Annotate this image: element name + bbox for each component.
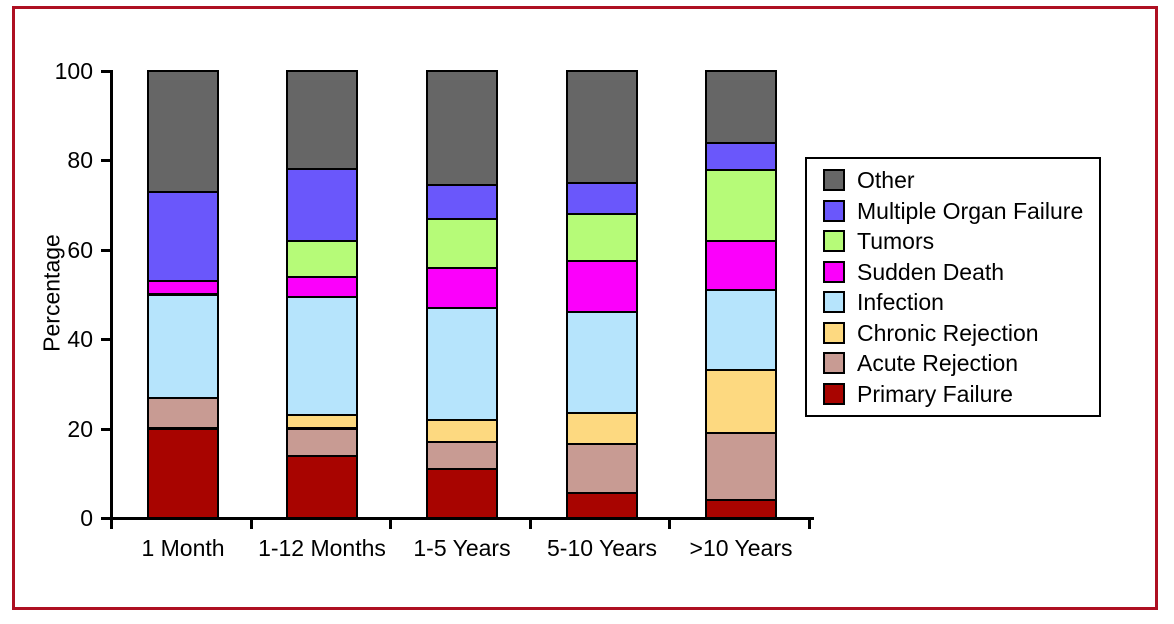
bar-segment-tumors: [426, 218, 498, 269]
bar-segment-primary-failure: [566, 492, 638, 519]
bar-segment-infection: [147, 294, 219, 399]
legend-label: Chronic Rejection: [857, 319, 1039, 346]
legend-swatch-primary-failure: [823, 382, 845, 405]
bar-segment-infection: [705, 289, 777, 371]
legend-item: Primary Failure: [823, 381, 1093, 407]
bar-segment-infection: [286, 296, 358, 416]
bar-segment-other: [147, 70, 219, 193]
bar-segment-acute-rejection: [705, 432, 777, 501]
legend-swatch-other: [823, 169, 845, 192]
legend-label: Acute Rejection: [857, 350, 1019, 377]
y-tick: [101, 517, 110, 520]
bar-segment-acute-rejection: [426, 441, 498, 470]
bar-segment-chronic-rejection: [286, 414, 358, 429]
y-tick: [101, 249, 110, 252]
bar-segment-other: [705, 70, 777, 144]
bar-segment-primary-failure: [147, 428, 219, 519]
legend-swatch-acute-rejection: [823, 352, 845, 375]
bar-segment-infection: [426, 307, 498, 421]
bar-segment-sudden-death: [426, 267, 498, 309]
x-category-label: 1-12 Months: [258, 535, 386, 561]
x-category-label: >10 Years: [689, 535, 793, 561]
x-category-label: 1-5 Years: [413, 535, 511, 561]
legend-item: Other: [823, 167, 1093, 193]
legend-label: Multiple Organ Failure: [857, 197, 1084, 224]
bar-segment-primary-failure: [426, 468, 498, 519]
y-tick-label: 20: [67, 416, 93, 442]
legend-swatch-sudden-death: [823, 260, 845, 283]
bar-segment-multiple-organ-failure: [705, 142, 777, 171]
bar-segment-acute-rejection: [286, 428, 358, 457]
x-tick: [250, 520, 253, 529]
x-tick: [668, 520, 671, 529]
bar-segment-primary-failure: [705, 499, 777, 519]
legend-swatch-multiple-organ-failure: [823, 199, 845, 222]
bar-segment-acute-rejection: [566, 443, 638, 494]
y-tick-label: 0: [80, 505, 93, 531]
y-tick-label: 60: [67, 237, 93, 263]
legend-item: Sudden Death: [823, 259, 1093, 285]
bar-segment-other: [286, 70, 358, 170]
legend-item: Infection: [823, 289, 1093, 315]
y-tick: [101, 159, 110, 162]
y-tick-label: 100: [54, 58, 93, 84]
bar-segment-sudden-death: [566, 260, 638, 313]
x-tick: [110, 520, 113, 529]
y-tick: [101, 338, 110, 341]
legend-item: Tumors: [823, 228, 1093, 254]
bar-segment-tumors: [286, 240, 358, 278]
bar-segment-chronic-rejection: [566, 412, 638, 445]
bar-segment-sudden-death: [705, 240, 777, 291]
legend-label: Infection: [857, 289, 944, 316]
legend-label: Sudden Death: [857, 258, 1005, 285]
chart-legend: Other Multiple Organ Failure Tumors Sudden …: [805, 157, 1101, 417]
bar-segment-primary-failure: [286, 454, 358, 519]
bar-segment-multiple-organ-failure: [147, 191, 219, 282]
bar-segment-infection: [566, 311, 638, 414]
bar-segment-multiple-organ-failure: [566, 182, 638, 215]
legend-label: Tumors: [857, 228, 935, 255]
bar-segment-other: [426, 70, 498, 186]
y-tick: [101, 70, 110, 73]
legend-item: Chronic Rejection: [823, 320, 1093, 346]
y-tick: [101, 428, 110, 431]
bar-segment-chronic-rejection: [705, 369, 777, 434]
x-category-label: 1 Month: [141, 535, 225, 561]
x-tick: [808, 520, 811, 529]
bar-segment-other: [566, 70, 638, 184]
legend-swatch-infection: [823, 291, 845, 314]
legend-label: Primary Failure: [857, 380, 1013, 407]
bar-segment-multiple-organ-failure: [426, 184, 498, 220]
x-tick: [389, 520, 392, 529]
bar-segment-chronic-rejection: [426, 419, 498, 443]
y-axis-line: [110, 70, 113, 520]
bar-segment-sudden-death: [147, 280, 219, 295]
bar-segment-tumors: [566, 213, 638, 262]
bar-segment-sudden-death: [286, 276, 358, 298]
legend-item: Acute Rejection: [823, 350, 1093, 376]
y-tick-label: 80: [67, 147, 93, 173]
legend-item: Multiple Organ Failure: [823, 198, 1093, 224]
x-category-label: 5-10 Years: [547, 535, 657, 561]
legend-swatch-chronic-rejection: [823, 321, 845, 344]
bar-segment-acute-rejection: [147, 396, 219, 429]
legend-label: Other: [857, 167, 915, 194]
legend-swatch-tumors: [823, 230, 845, 253]
bar-segment-tumors: [705, 168, 777, 242]
y-tick-label: 40: [67, 326, 93, 352]
x-tick: [529, 520, 532, 529]
bar-segment-multiple-organ-failure: [286, 168, 358, 242]
